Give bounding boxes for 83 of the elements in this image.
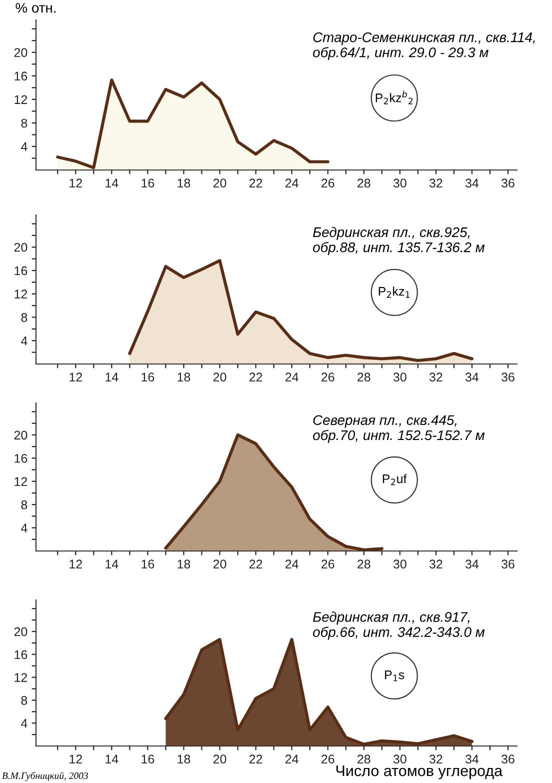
annotation: P$_{2}$kz$_{1}$ (378, 286, 410, 298)
y-tick-label: 4 (21, 336, 28, 346)
x-tick-label: 18 (178, 178, 190, 188)
y-tick-label: 4 (21, 142, 28, 151)
x-tick-label: 14 (106, 178, 118, 188)
x-tick-label: 34 (465, 754, 479, 764)
text: В.М.Губницкий, 2003 (2, 772, 88, 781)
x-tick-label: 16 (142, 560, 154, 569)
annotation: P$_{1}$s (385, 670, 404, 682)
x-tick-label: 26 (322, 560, 334, 569)
x-tick-label: 28 (358, 754, 370, 764)
x-tick-label: 22 (249, 372, 262, 382)
x-tick-label: 26 (322, 178, 334, 188)
x-tick-label: 18 (178, 560, 190, 569)
x-tick-label: 22 (249, 754, 262, 764)
x-tick-label: 28 (358, 560, 370, 569)
y-tick-label: 12 (14, 673, 28, 682)
y-tick-label: 20 (14, 242, 28, 252)
y-tick-label: 12 (14, 95, 28, 104)
y-tick-label: 8 (21, 500, 28, 510)
x-tick-label: 30 (393, 560, 406, 569)
x-tick-label: 16 (142, 372, 154, 382)
x-tick-label: 18 (178, 372, 190, 382)
x-tick-label: 20 (213, 372, 226, 382)
x-tick-label: 22 (249, 178, 262, 188)
x-tick-label: 16 (142, 754, 154, 764)
x-tick-label: 28 (358, 372, 370, 382)
x-tick-label: 30 (393, 178, 406, 188)
annotation: Бедринская пл., скв.925, обр.88, инт. 135.7-136.2 м (312, 226, 485, 255)
annotation: Старо-Семенкинская пл., скв.114, обр.64/1, инт. 29.0 - 29.3 м (313, 32, 535, 60)
x-tick-label: 14 (106, 754, 118, 764)
y-tick-label: 20 (14, 430, 28, 440)
x-tick-label: 22 (249, 560, 262, 568)
x-tick-label: 36 (502, 178, 514, 188)
x-tick-label: 36 (502, 372, 514, 382)
y-tick-label: 16 (14, 72, 28, 81)
annotation: Бедринская пл., скв.917, обр.66, инт. 342.2-343.0 м (312, 612, 485, 640)
x-tick-label: 26 (322, 754, 334, 764)
x-tick-label: 14 (106, 372, 118, 382)
y-tick-label: 8 (21, 696, 28, 705)
y-tick-label: 12 (14, 477, 28, 486)
annotation: P$_{2}$kz$^{b}$$_{2}$ (376, 90, 413, 104)
x-tick-label: 12 (70, 754, 82, 764)
annotation: P$_{2}$uf (382, 474, 407, 486)
y-tick-label: 16 (14, 266, 28, 276)
x-tick-label: 32 (429, 754, 442, 764)
x-tick-label: 36 (502, 560, 514, 569)
x-tick-label: 12 (70, 178, 82, 188)
x-tick-label: 24 (285, 372, 298, 382)
x-tick-label: 34 (465, 372, 479, 382)
x-tick-label: 20 (213, 178, 226, 188)
x-tick-label: 14 (106, 560, 118, 568)
x-tick-label: 24 (285, 754, 298, 764)
y-tick-label: 4 (21, 719, 28, 728)
x-tick-label: 30 (393, 754, 406, 764)
x-tick-label: 30 (393, 372, 406, 382)
x-tick-label: 32 (429, 560, 442, 569)
x-tick-label: 32 (429, 178, 442, 188)
x-tick-label: 36 (502, 754, 514, 764)
x-tick-label: 28 (358, 178, 370, 188)
x-tick-label: 34 (465, 560, 479, 569)
x-tick-label: 18 (178, 754, 190, 764)
y-tick-label: 8 (21, 313, 28, 322)
x-tick-label: 20 (213, 754, 226, 764)
x-tick-label: 24 (285, 178, 298, 188)
x-tick-label: 16 (142, 178, 154, 188)
y-tick-label: 16 (14, 650, 28, 660)
y-tick-label: 8 (21, 118, 28, 128)
x-tick-label: 20 (213, 560, 226, 569)
x-tick-label: 12 (70, 560, 82, 568)
x-tick-label: 26 (322, 372, 334, 382)
y-tick-label: 4 (21, 524, 28, 532)
annotation: Северная пл., скв.445, обр.70, инт. 152.5-152.7 м (313, 415, 485, 443)
y-tick-label: 12 (14, 290, 28, 298)
y-tick-label: 20 (14, 627, 28, 636)
x-tick-label: 32 (429, 372, 442, 382)
x-tick-label: 12 (70, 372, 82, 382)
y-tick-label: 16 (14, 454, 28, 463)
y-tick-label: 20 (14, 48, 28, 58)
y-axis-title: % отн. (16, 2, 56, 13)
x-axis-title: Число атомов углерода (336, 766, 503, 780)
x-tick-label: 24 (285, 560, 298, 568)
x-tick-label: 34 (465, 178, 479, 188)
